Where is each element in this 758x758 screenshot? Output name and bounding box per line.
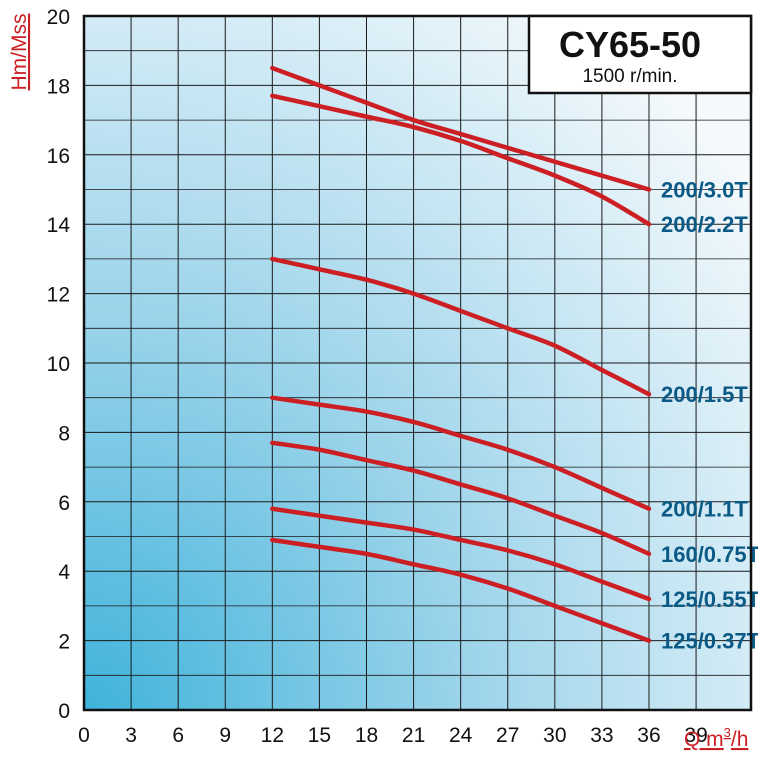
curve-200-1-5T (270, 256, 652, 397)
y-tick-label: 14 (47, 214, 71, 237)
series-label: 200/2.2T (661, 212, 748, 237)
axis-ticks: 0 3 6 9 12 15 18 21 24 27 30 33 36 390246810121416182… (47, 6, 708, 747)
y-tick-label: 2 (58, 631, 70, 654)
x-tick-label: 33 (590, 724, 613, 747)
y-tick-label: 4 (58, 561, 70, 584)
y-tick-label: 18 (47, 75, 70, 98)
grid (84, 16, 751, 710)
x-tick-label: 18 (355, 724, 378, 747)
series-label: 160/0.75T (661, 542, 758, 567)
x-tick-label: 24 (449, 724, 473, 747)
curve-125-0-55T (270, 506, 652, 602)
y-tick-label: 10 (47, 353, 70, 376)
series-label: 200/1.5T (661, 382, 748, 407)
y-tick-label: 0 (58, 700, 70, 723)
curve-200-1-1T (270, 395, 652, 511)
curve-200-3-0T (270, 65, 652, 192)
series-label: 200/1.1T (661, 497, 748, 522)
x-axis-title: Q m3/h (684, 725, 748, 751)
y-tick-label: 6 (58, 492, 70, 515)
curve-200-2-2T (270, 93, 652, 227)
y-tick-label: 12 (47, 284, 70, 307)
x-tick-label: 15 (308, 724, 331, 747)
y-axis-title: Hm/Mss (8, 14, 31, 91)
x-tick-label: 6 (172, 724, 184, 747)
x-tick-label: 9 (219, 724, 231, 747)
x-tick-label: 30 (543, 724, 566, 747)
x-tick-label: 27 (496, 724, 519, 747)
x-tick-label: 0 (78, 724, 90, 747)
chart-subtitle: 1500 r/min. (582, 66, 677, 87)
series-label: 200/3.0T (661, 178, 748, 203)
curve-160-0-75T (270, 440, 652, 557)
plot-frame (82, 14, 753, 712)
curves: 200/3.0T 200/2.2T 200/1.5T 200/1.1T 160/0.75… (270, 65, 758, 654)
title-box: CY65-50 1500 r/min. (527, 14, 753, 95)
x-tick-label: 3 (125, 724, 137, 747)
y-tick-label: 8 (58, 422, 70, 445)
x-tick-label: 12 (261, 724, 284, 747)
chart-title: CY65-50 (559, 24, 701, 65)
series-label: 125/0.37T (661, 629, 758, 654)
x-tick-label: 21 (402, 724, 425, 747)
x-tick-label: 39 (684, 724, 707, 747)
curve-125-0-37T (270, 537, 652, 643)
y-tick-label: 16 (47, 145, 70, 168)
series-label: 125/0.55T (661, 587, 758, 612)
x-tick-label: 36 (637, 724, 660, 747)
y-tick-label: 20 (47, 6, 70, 29)
